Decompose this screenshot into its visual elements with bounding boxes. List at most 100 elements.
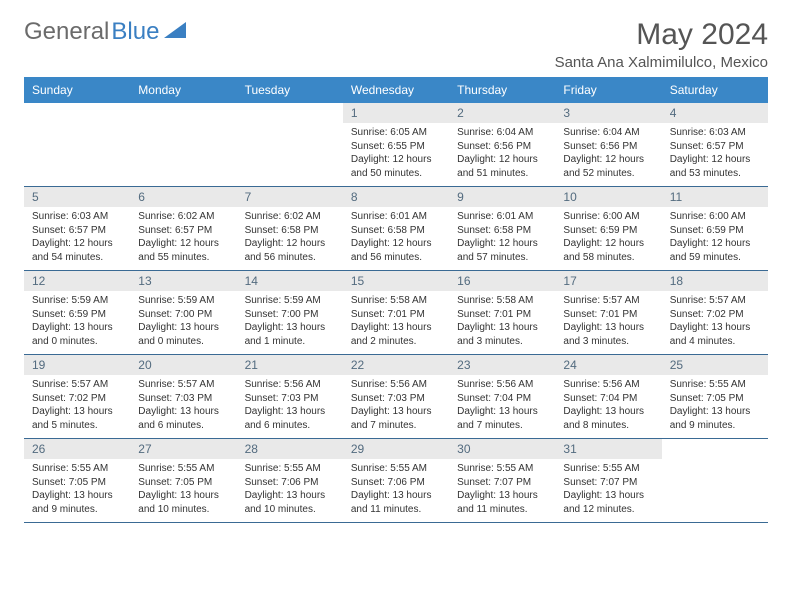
sunrise-text: Sunrise: 5:56 AM	[351, 378, 441, 392]
daylight-text-2: and 7 minutes.	[457, 419, 547, 433]
day-number: 4	[662, 103, 768, 123]
day-info: Sunrise: 6:03 AMSunset: 6:57 PMDaylight:…	[662, 123, 768, 186]
sunrise-text: Sunrise: 5:55 AM	[351, 462, 441, 476]
sunset-text: Sunset: 7:02 PM	[670, 308, 760, 322]
daylight-text-2: and 51 minutes.	[457, 167, 547, 181]
day-number: 6	[130, 187, 236, 207]
calendar-cell: 28Sunrise: 5:55 AMSunset: 7:06 PMDayligh…	[237, 439, 343, 522]
day-header-cell: Friday	[555, 77, 661, 103]
day-info: Sunrise: 5:55 AMSunset: 7:05 PMDaylight:…	[130, 459, 236, 522]
daylight-text-1: Daylight: 13 hours	[670, 405, 760, 419]
day-info: Sunrise: 6:00 AMSunset: 6:59 PMDaylight:…	[555, 207, 661, 270]
daylight-text-2: and 52 minutes.	[563, 167, 653, 181]
calendar-cell: 25Sunrise: 5:55 AMSunset: 7:05 PMDayligh…	[662, 355, 768, 438]
sunrise-text: Sunrise: 5:55 AM	[138, 462, 228, 476]
day-header-cell: Tuesday	[237, 77, 343, 103]
day-info: Sunrise: 5:56 AMSunset: 7:04 PMDaylight:…	[449, 375, 555, 438]
day-header-cell: Saturday	[662, 77, 768, 103]
sunset-text: Sunset: 7:05 PM	[32, 476, 122, 490]
day-number: 3	[555, 103, 661, 123]
daylight-text-1: Daylight: 12 hours	[563, 237, 653, 251]
day-number: 30	[449, 439, 555, 459]
sunrise-text: Sunrise: 6:02 AM	[138, 210, 228, 224]
daylight-text-1: Daylight: 13 hours	[245, 405, 335, 419]
day-number: 18	[662, 271, 768, 291]
day-info: Sunrise: 5:55 AMSunset: 7:06 PMDaylight:…	[237, 459, 343, 522]
daylight-text-2: and 59 minutes.	[670, 251, 760, 265]
sunrise-text: Sunrise: 5:56 AM	[457, 378, 547, 392]
sunset-text: Sunset: 7:07 PM	[563, 476, 653, 490]
day-info: Sunrise: 5:59 AMSunset: 7:00 PMDaylight:…	[130, 291, 236, 354]
calendar-cell: 31Sunrise: 5:55 AMSunset: 7:07 PMDayligh…	[555, 439, 661, 522]
sunset-text: Sunset: 7:05 PM	[138, 476, 228, 490]
daylight-text-2: and 9 minutes.	[32, 503, 122, 517]
day-number: 27	[130, 439, 236, 459]
daylight-text-1: Daylight: 13 hours	[138, 489, 228, 503]
location-text: Santa Ana Xalmimilulco, Mexico	[555, 54, 768, 71]
sunset-text: Sunset: 7:01 PM	[563, 308, 653, 322]
daylight-text-1: Daylight: 13 hours	[457, 489, 547, 503]
calendar-cell: 24Sunrise: 5:56 AMSunset: 7:04 PMDayligh…	[555, 355, 661, 438]
daylight-text-2: and 2 minutes.	[351, 335, 441, 349]
day-info: Sunrise: 5:59 AMSunset: 6:59 PMDaylight:…	[24, 291, 130, 354]
brand-word-1: General	[24, 18, 109, 46]
sunrise-text: Sunrise: 5:57 AM	[670, 294, 760, 308]
daylight-text-2: and 0 minutes.	[32, 335, 122, 349]
daylight-text-2: and 11 minutes.	[457, 503, 547, 517]
sunrise-text: Sunrise: 5:59 AM	[138, 294, 228, 308]
daylight-text-1: Daylight: 13 hours	[32, 405, 122, 419]
day-number: 2	[449, 103, 555, 123]
sunrise-text: Sunrise: 5:56 AM	[245, 378, 335, 392]
daylight-text-1: Daylight: 12 hours	[245, 237, 335, 251]
day-number: 26	[24, 439, 130, 459]
calendar: Sunday Monday Tuesday Wednesday Thursday…	[24, 77, 768, 523]
title-block: May 2024 Santa Ana Xalmimilulco, Mexico	[555, 18, 768, 71]
day-info: Sunrise: 5:57 AMSunset: 7:03 PMDaylight:…	[130, 375, 236, 438]
daylight-text-2: and 6 minutes.	[245, 419, 335, 433]
calendar-cell: 14Sunrise: 5:59 AMSunset: 7:00 PMDayligh…	[237, 271, 343, 354]
day-number: 19	[24, 355, 130, 375]
daylight-text-2: and 12 minutes.	[563, 503, 653, 517]
daylight-text-1: Daylight: 12 hours	[351, 237, 441, 251]
day-number: 9	[449, 187, 555, 207]
sunrise-text: Sunrise: 6:04 AM	[563, 126, 653, 140]
daylight-text-1: Daylight: 13 hours	[351, 405, 441, 419]
sunrise-text: Sunrise: 6:01 AM	[351, 210, 441, 224]
day-number: 10	[555, 187, 661, 207]
day-number: 11	[662, 187, 768, 207]
day-number: 7	[237, 187, 343, 207]
calendar-cell: 20Sunrise: 5:57 AMSunset: 7:03 PMDayligh…	[130, 355, 236, 438]
daylight-text-2: and 55 minutes.	[138, 251, 228, 265]
sunset-text: Sunset: 7:01 PM	[457, 308, 547, 322]
calendar-week: 1Sunrise: 6:05 AMSunset: 6:55 PMDaylight…	[24, 103, 768, 187]
sunset-text: Sunset: 7:01 PM	[351, 308, 441, 322]
sunrise-text: Sunrise: 5:55 AM	[670, 378, 760, 392]
sunrise-text: Sunrise: 6:02 AM	[245, 210, 335, 224]
sunrise-text: Sunrise: 5:58 AM	[351, 294, 441, 308]
day-info: Sunrise: 5:58 AMSunset: 7:01 PMDaylight:…	[449, 291, 555, 354]
sunset-text: Sunset: 6:55 PM	[351, 140, 441, 154]
daylight-text-1: Daylight: 13 hours	[563, 489, 653, 503]
sunrise-text: Sunrise: 5:55 AM	[245, 462, 335, 476]
sunset-text: Sunset: 6:58 PM	[457, 224, 547, 238]
day-info: Sunrise: 6:01 AMSunset: 6:58 PMDaylight:…	[343, 207, 449, 270]
daylight-text-1: Daylight: 12 hours	[670, 237, 760, 251]
sunset-text: Sunset: 7:03 PM	[245, 392, 335, 406]
daylight-text-1: Daylight: 13 hours	[670, 321, 760, 335]
sunset-text: Sunset: 7:04 PM	[563, 392, 653, 406]
calendar-cell	[24, 103, 130, 186]
daylight-text-2: and 6 minutes.	[138, 419, 228, 433]
calendar-cell: 26Sunrise: 5:55 AMSunset: 7:05 PMDayligh…	[24, 439, 130, 522]
sunset-text: Sunset: 6:59 PM	[670, 224, 760, 238]
sunset-text: Sunset: 6:57 PM	[138, 224, 228, 238]
daylight-text-2: and 5 minutes.	[32, 419, 122, 433]
daylight-text-1: Daylight: 13 hours	[563, 405, 653, 419]
day-info: Sunrise: 5:56 AMSunset: 7:04 PMDaylight:…	[555, 375, 661, 438]
calendar-cell: 11Sunrise: 6:00 AMSunset: 6:59 PMDayligh…	[662, 187, 768, 270]
daylight-text-2: and 53 minutes.	[670, 167, 760, 181]
day-info: Sunrise: 5:55 AMSunset: 7:07 PMDaylight:…	[555, 459, 661, 522]
day-info: Sunrise: 5:59 AMSunset: 7:00 PMDaylight:…	[237, 291, 343, 354]
daylight-text-2: and 10 minutes.	[245, 503, 335, 517]
daylight-text-1: Daylight: 12 hours	[457, 153, 547, 167]
sunrise-text: Sunrise: 5:59 AM	[32, 294, 122, 308]
